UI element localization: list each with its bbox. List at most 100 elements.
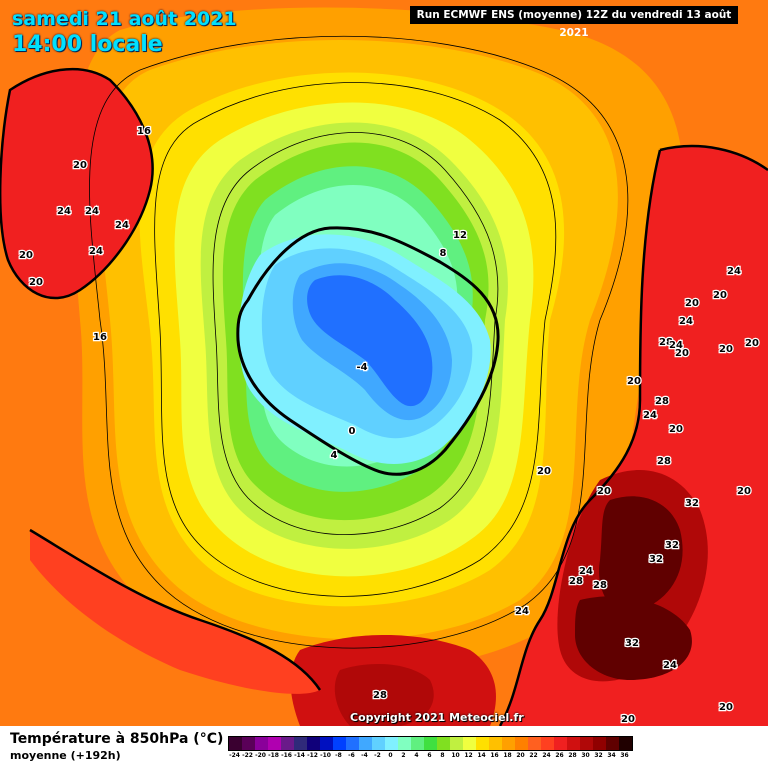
- contour-label: 8: [440, 248, 447, 259]
- legend-tick: 32: [594, 752, 603, 759]
- legend-tick: 10: [451, 752, 460, 759]
- contour-label: 20: [19, 250, 33, 261]
- legend-ticks: -24 -22 -20 -18 -16 -14 -12 -10 -8 -6 -4 -2 0 2 4 6 8 10 1…: [228, 752, 631, 759]
- run-info: Run ECMWF ENS (moyenne) 12Z du vendredi …: [410, 6, 738, 39]
- contour-label: 28: [659, 337, 673, 348]
- legend-swatch: [450, 737, 463, 750]
- color-legend: [228, 736, 633, 751]
- contour-label: 24: [515, 606, 529, 617]
- legend-swatch: [398, 737, 411, 750]
- contour-label: 32: [625, 638, 639, 649]
- contour-label: 24: [643, 410, 657, 421]
- isotherm-0: [236, 226, 500, 476]
- legend-tick: 30: [581, 752, 590, 759]
- hot-southwest-contour: [29, 528, 322, 691]
- isotherm-thin-3: [89, 35, 629, 649]
- legend-swatch: [593, 737, 606, 750]
- legend-swatch: [307, 737, 320, 750]
- legend-tick: -10: [320, 752, 331, 759]
- contour-label: 20: [719, 344, 733, 355]
- legend-tick: 18: [503, 752, 512, 759]
- legend-swatch: [320, 737, 333, 750]
- contour-label: 16: [137, 126, 151, 137]
- legend-swatch: [554, 737, 567, 750]
- map-title: Température à 850hPa (°C): [10, 731, 224, 747]
- legend-swatch: [229, 737, 242, 750]
- hot-east-contour: [498, 144, 768, 726]
- legend-swatch: [567, 737, 580, 750]
- contour-label: 28: [593, 580, 607, 591]
- legend-tick: 0: [388, 752, 393, 759]
- hot-southwest: [30, 530, 320, 694]
- copyright: Copyright 2021 Meteociel.fr: [350, 711, 524, 724]
- hot-east-3: [599, 496, 683, 612]
- legend-swatch: [333, 737, 346, 750]
- legend-tick: 6: [427, 752, 432, 759]
- legend-swatch: [372, 737, 385, 750]
- legend-tick: 26: [555, 752, 564, 759]
- contour-label: 20: [737, 486, 751, 497]
- contour-label: 24: [727, 266, 741, 277]
- hot-west: [0, 69, 153, 299]
- map-subtitle: moyenne (+192h): [10, 749, 121, 762]
- isotherm-thin-2: [212, 132, 499, 536]
- legend-swatch: [528, 737, 541, 750]
- legend-tick: -20: [255, 752, 266, 759]
- contour-label: 20: [745, 338, 759, 349]
- contour-label: 28: [373, 690, 387, 701]
- legend-tick: 8: [440, 752, 445, 759]
- contour-label: 20: [713, 290, 727, 301]
- hot-south: [575, 596, 692, 680]
- legend-tick: 14: [477, 752, 486, 759]
- contour-label: 20: [29, 277, 43, 288]
- legend-swatch: [346, 737, 359, 750]
- footer: Température à 850hPa (°C) moyenne (+192h…: [0, 726, 768, 768]
- contour-label: 20: [675, 348, 689, 359]
- legend-swatch: [619, 737, 632, 750]
- contour-label: 20: [669, 424, 683, 435]
- contour-label: 32: [685, 498, 699, 509]
- contour-label: 16: [93, 332, 107, 343]
- legend-swatch: [502, 737, 515, 750]
- hot-west-contour: [0, 67, 154, 300]
- contour-label: 20: [537, 466, 551, 477]
- contour-label: 20: [719, 702, 733, 713]
- legend-tick: -16: [281, 752, 292, 759]
- legend-tick: 20: [516, 752, 525, 759]
- legend-tick: 22: [529, 752, 538, 759]
- contour-label: 12: [453, 230, 467, 241]
- contour-label: 20: [627, 376, 641, 387]
- contour-label: 20: [621, 714, 635, 725]
- legend-swatch: [242, 737, 255, 750]
- contour-label: 0: [349, 426, 356, 437]
- contour-label: -4: [356, 362, 367, 373]
- legend-tick: 2: [401, 752, 406, 759]
- legend-tick: 24: [542, 752, 551, 759]
- legend-swatch: [580, 737, 593, 750]
- legend-tick: 16: [490, 752, 499, 759]
- contour-label: 20: [73, 160, 87, 171]
- legend-tick: 34: [607, 752, 616, 759]
- legend-tick: 36: [620, 752, 629, 759]
- contour-label: 28: [655, 396, 669, 407]
- contour-label: 28: [657, 456, 671, 467]
- legend-swatch: [476, 737, 489, 750]
- legend-swatch: [541, 737, 554, 750]
- legend-tick: -22: [242, 752, 253, 759]
- contour-label: 20: [597, 486, 611, 497]
- contour-label: 20: [685, 298, 699, 309]
- legend-swatch: [281, 737, 294, 750]
- contour-label: 24: [579, 566, 593, 577]
- legend-tick: -14: [294, 752, 305, 759]
- hot-south-core: [334, 664, 434, 726]
- contour-label: 24: [89, 246, 103, 257]
- band-m6: [307, 275, 433, 407]
- contour-label: 24: [85, 206, 99, 217]
- legend-tick: 4: [414, 752, 419, 759]
- legend-swatch: [606, 737, 619, 750]
- legend-swatch: [463, 737, 476, 750]
- legend-tick: -24: [229, 752, 240, 759]
- legend-tick: -2: [374, 752, 381, 759]
- temperature-map: 16 20 24 24 24 24 20 20 16 12 8 -4 0 4 24 20 20 24 20 28 24 2…: [0, 0, 768, 726]
